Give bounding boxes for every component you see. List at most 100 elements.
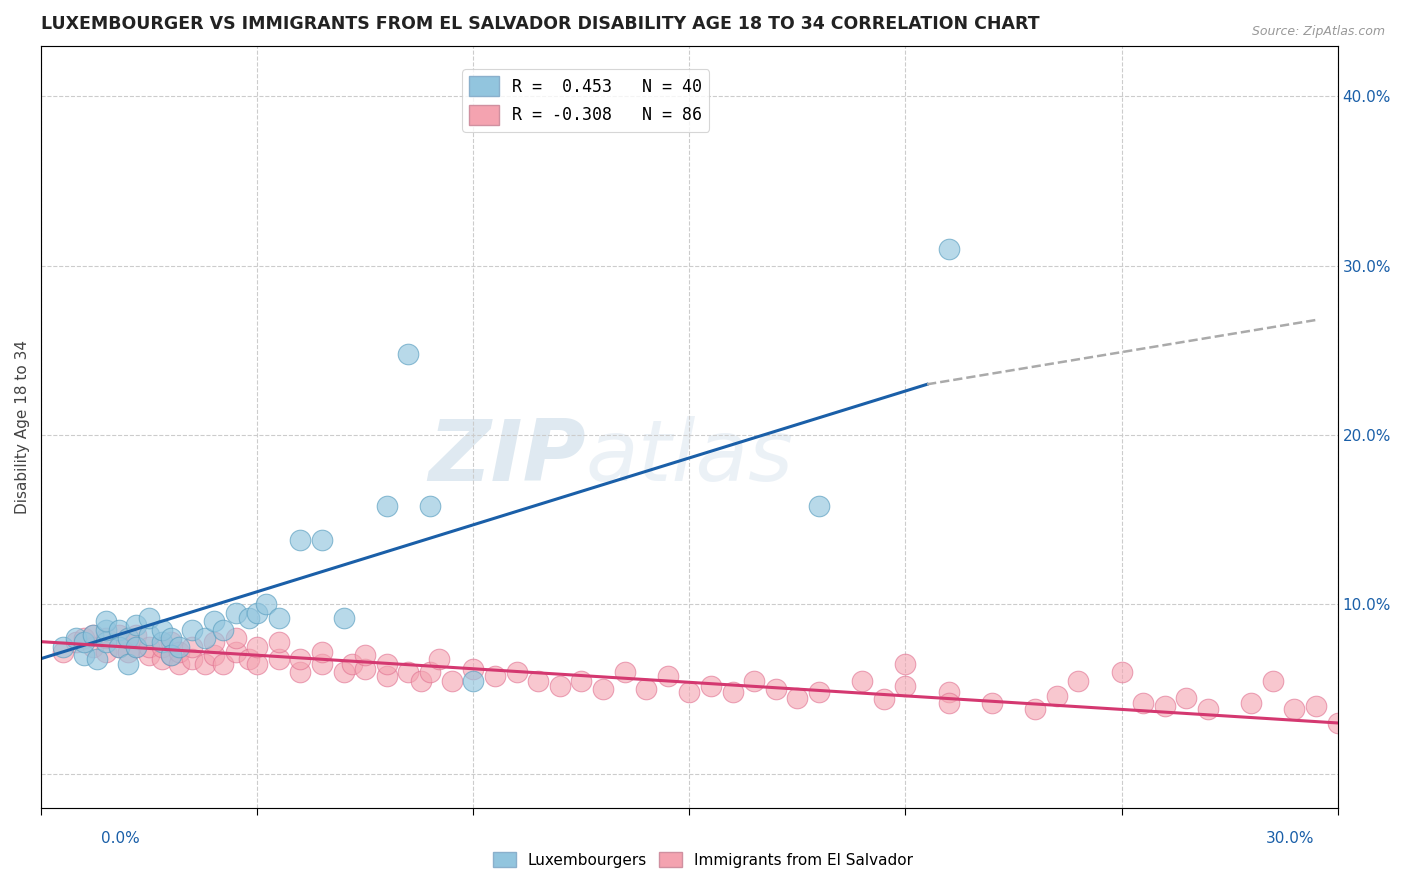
Point (1284, 702, 1306, 716)
Point (225, 632, 247, 646)
Point (700, 679, 723, 693)
Point (636, 682, 658, 697)
Point (202, 615, 225, 629)
Text: 30.0%: 30.0% (1267, 831, 1315, 846)
Point (894, 679, 917, 693)
Point (211, 623, 233, 637)
Point (311, 645, 333, 659)
Point (82, 640, 104, 654)
Point (82, 628, 104, 642)
Point (159, 634, 181, 648)
Point (1175, 690, 1198, 705)
Point (375, 657, 398, 671)
Point (1197, 702, 1219, 716)
Point (246, 657, 269, 671)
Point (938, 696, 960, 710)
Point (159, 632, 181, 646)
Point (419, 665, 441, 680)
Point (138, 611, 160, 625)
Point (150, 634, 173, 648)
Point (765, 682, 787, 697)
Point (742, 673, 765, 688)
Point (108, 640, 131, 654)
Point (938, 685, 960, 699)
Point (159, 648, 181, 663)
Point (52, 645, 75, 659)
Text: atlas: atlas (586, 416, 793, 499)
Point (150, 623, 173, 637)
Point (1111, 665, 1133, 680)
Point (419, 500, 441, 514)
Point (125, 628, 148, 642)
Point (246, 606, 269, 620)
Point (159, 648, 181, 663)
Point (238, 611, 260, 625)
Point (94, 634, 117, 648)
Point (938, 242, 960, 256)
Point (1046, 689, 1069, 703)
Point (108, 623, 131, 637)
Point (808, 685, 831, 699)
Point (548, 679, 571, 693)
Point (150, 640, 173, 654)
Point (125, 640, 148, 654)
Point (94, 645, 117, 659)
Point (342, 657, 364, 671)
Point (484, 668, 506, 682)
Point (398, 347, 420, 361)
Point (169, 645, 191, 659)
Point (225, 606, 247, 620)
Point (125, 617, 148, 632)
Point (851, 673, 873, 688)
Point (65, 634, 87, 648)
Text: LUXEMBOURGER VS IMMIGRANTS FROM EL SALVADOR DISABILITY AGE 18 TO 34 CORRELATION : LUXEMBOURGER VS IMMIGRANTS FROM EL SALVA… (41, 15, 1039, 33)
Point (808, 500, 831, 514)
Point (1153, 699, 1175, 714)
Point (181, 640, 204, 654)
Point (398, 665, 420, 680)
Point (527, 673, 550, 688)
Point (1067, 673, 1090, 688)
Point (254, 598, 277, 612)
Point (657, 668, 679, 682)
Point (138, 648, 160, 663)
Point (721, 685, 744, 699)
Point (194, 632, 217, 646)
Point (94, 623, 117, 637)
Point (246, 640, 269, 654)
Point (267, 611, 290, 625)
Point (108, 628, 131, 642)
Legend: R =  0.453   N = 40, R = -0.308   N = 86: R = 0.453 N = 40, R = -0.308 N = 86 (463, 70, 709, 132)
Point (150, 651, 173, 665)
Point (1240, 696, 1263, 710)
Point (311, 533, 333, 547)
Legend: Luxembourgers, Immigrants from El Salvador: Luxembourgers, Immigrants from El Salvad… (486, 846, 920, 873)
Point (138, 628, 160, 642)
Point (125, 640, 148, 654)
Text: Source: ZipAtlas.com: Source: ZipAtlas.com (1251, 25, 1385, 38)
Point (1305, 699, 1327, 714)
Point (86, 651, 108, 665)
Point (211, 657, 233, 671)
Point (311, 657, 333, 671)
Point (117, 632, 139, 646)
Point (332, 665, 354, 680)
Point (202, 634, 225, 648)
Point (108, 640, 131, 654)
Point (786, 690, 808, 705)
Point (138, 640, 160, 654)
Point (181, 651, 204, 665)
Point (894, 657, 917, 671)
Point (194, 657, 217, 671)
Point (463, 662, 485, 676)
Text: 0.0%: 0.0% (101, 831, 141, 846)
Point (117, 657, 139, 671)
Point (290, 665, 312, 680)
Point (290, 651, 312, 665)
Point (181, 623, 204, 637)
Point (1261, 673, 1284, 688)
Point (1024, 702, 1046, 716)
Point (117, 632, 139, 646)
Point (440, 673, 463, 688)
Point (332, 611, 354, 625)
